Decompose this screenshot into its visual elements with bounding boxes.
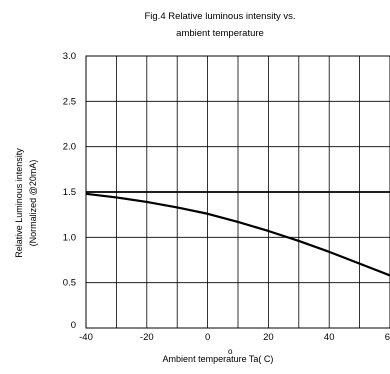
y-tick-label: 2.0 [63, 142, 76, 153]
y-tick-label: 2.5 [63, 96, 76, 107]
x-tick-label: 40 [324, 332, 335, 343]
degree-symbol: o [228, 347, 233, 356]
x-tick-label: -20 [140, 332, 154, 343]
x-axis-label: Ambient temperature Ta( C) [163, 354, 274, 364]
chart-title-line1: Fig.4 Relative luminous intensity vs. [144, 11, 295, 22]
y-tick-label: 1.5 [63, 187, 76, 198]
x-tick-label: 60 [385, 332, 390, 343]
y-axis-label-line1: Relative Luminous intensity [14, 148, 24, 258]
x-tick-label: 0 [205, 332, 210, 343]
y-tick-labels: 0 0.5 1.0 1.5 2.0 2.5 3.0 [63, 51, 76, 331]
y-tick-label: 3.0 [63, 51, 76, 62]
x-tick-label: 20 [263, 332, 274, 343]
chart-title-line2: ambient temperature [176, 28, 264, 39]
y-axis-label-line2: (Normalized @20mA) [28, 160, 38, 247]
y-tick-label: 0.5 [63, 278, 76, 289]
x-tick-label: -40 [79, 332, 93, 343]
x-tick-labels: -40 -20 0 20 40 60 [79, 332, 390, 343]
plot-frame [85, 55, 390, 329]
series-line-1 [85, 192, 390, 277]
y-tick-label: 1.0 [63, 232, 76, 243]
series-layer [85, 191, 390, 277]
y-tick-label: 0 [71, 320, 76, 331]
